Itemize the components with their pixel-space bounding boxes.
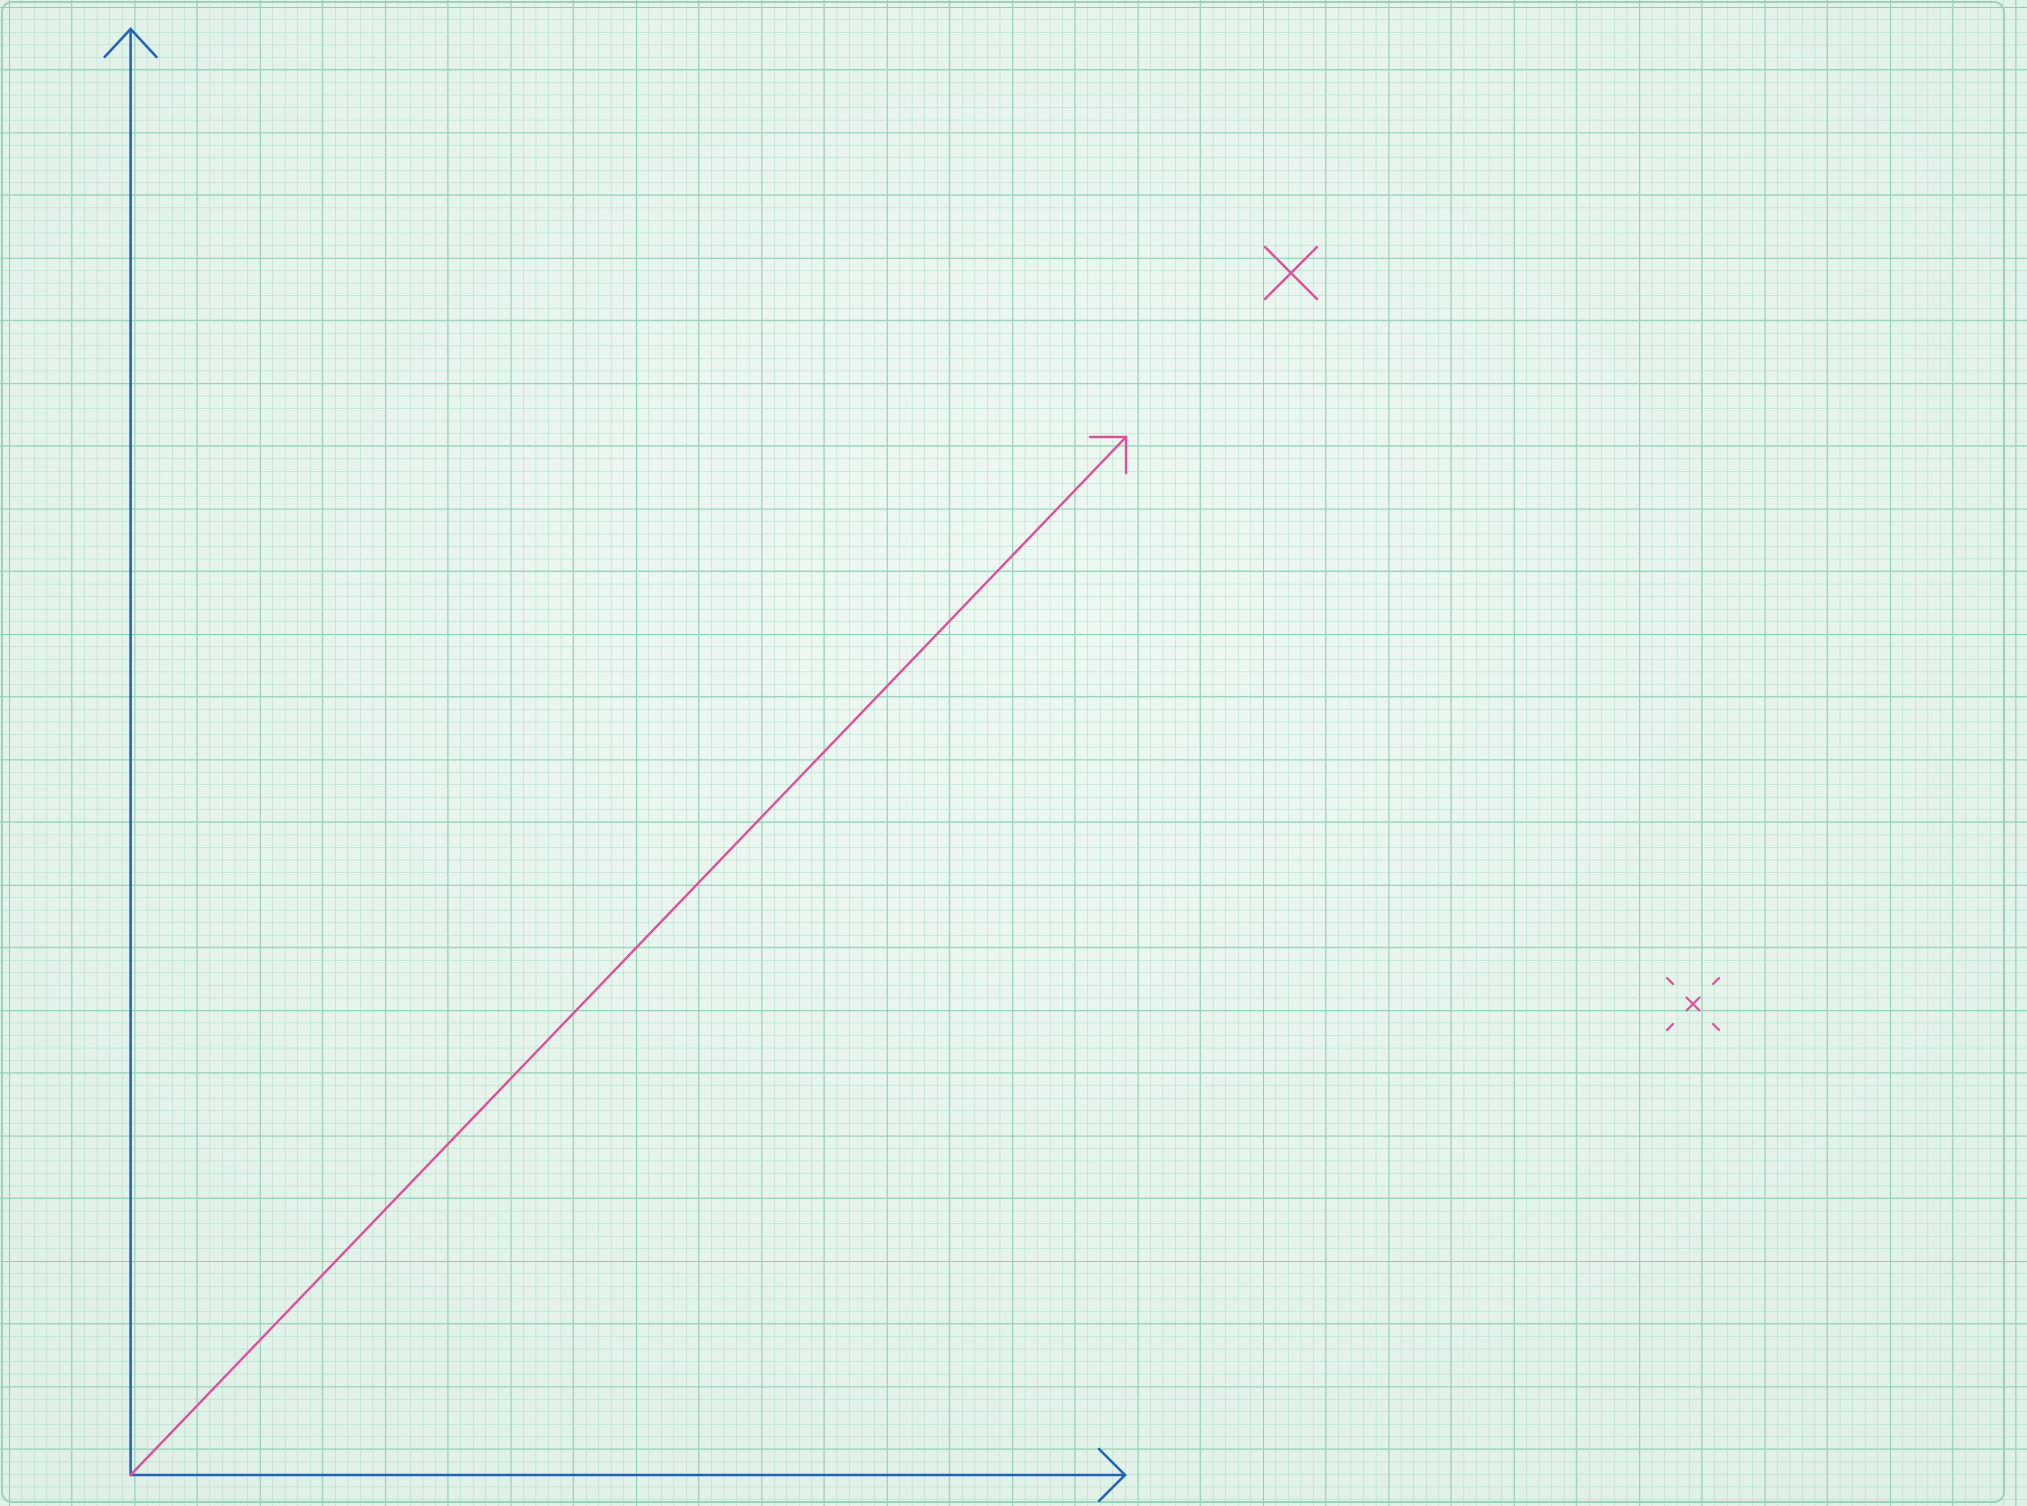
target-mark — [1665, 976, 1721, 1032]
y-axis-arrowhead — [103, 27, 158, 59]
vector — [129, 435, 1128, 1477]
vector-line — [129, 435, 1128, 1477]
x-axis-arrowhead — [1097, 1447, 1127, 1503]
vector-arrowhead — [1088, 435, 1128, 475]
axes — [103, 27, 1127, 1503]
cross-mark — [1263, 245, 1319, 301]
